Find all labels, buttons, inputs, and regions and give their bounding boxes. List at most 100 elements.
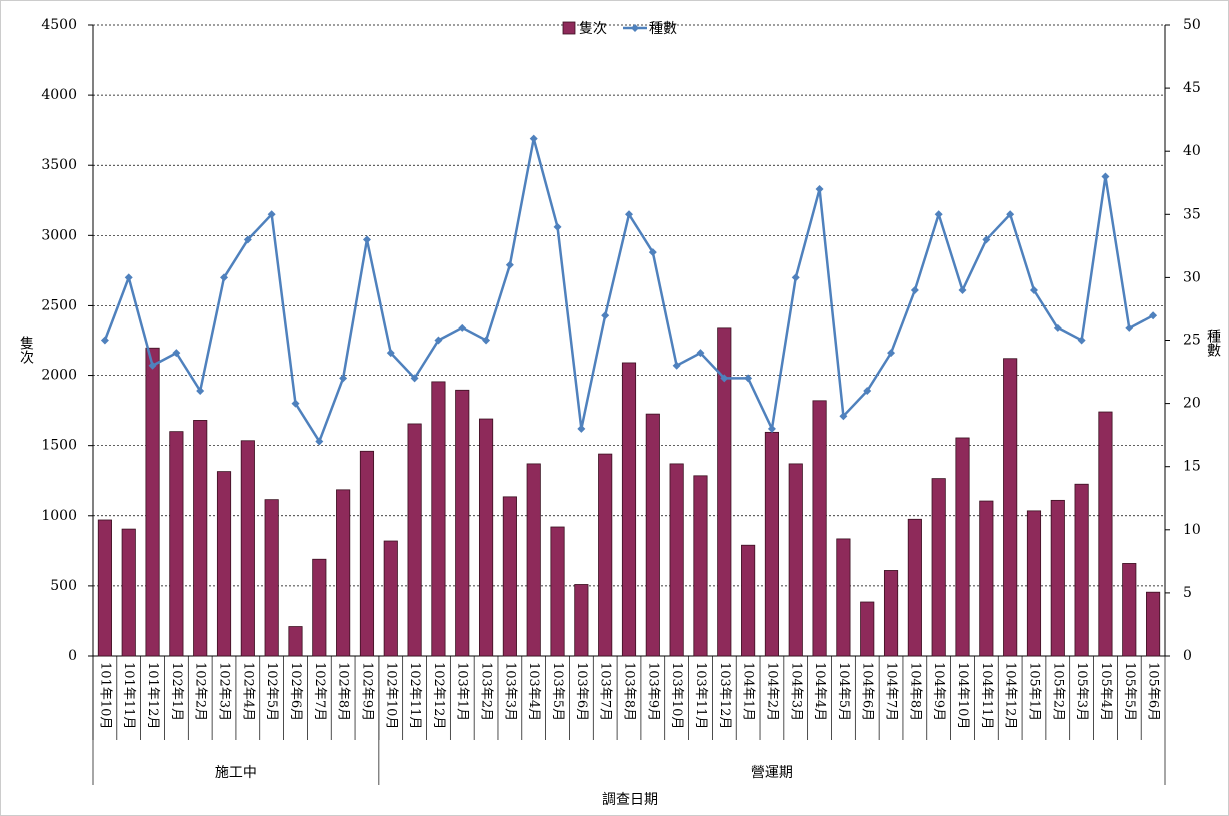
bar <box>478 418 494 657</box>
line-marker <box>720 374 729 383</box>
line-marker <box>791 273 800 282</box>
x-tick-label: 105年3月 <box>1074 662 1089 721</box>
y-tick-label: 2500 <box>41 297 77 313</box>
x-tick-label: 104年9月 <box>931 662 946 721</box>
line-marker <box>577 424 586 433</box>
bar <box>1050 499 1065 657</box>
y2-tick-label: 50 <box>1183 17 1201 33</box>
x-tick-label: 102年7月 <box>312 662 327 721</box>
x-tick-label: 105年2月 <box>1050 662 1065 721</box>
bar <box>1026 510 1042 657</box>
legend-swatch <box>562 21 576 35</box>
line-marker <box>1149 311 1158 320</box>
x-tick-label: 102年8月 <box>336 662 351 721</box>
line-marker <box>1125 323 1134 332</box>
y2-tick-label: 5 <box>1183 585 1192 601</box>
group-label: 施工中 <box>215 765 257 781</box>
y2-tick-label: 0 <box>1183 648 1192 664</box>
line-marker <box>839 412 848 421</box>
bar <box>1003 358 1018 657</box>
legend-label: 隻次 <box>579 21 607 37</box>
bar <box>169 431 184 657</box>
line-marker <box>672 361 681 370</box>
line-marker <box>1006 210 1015 219</box>
x-tick-label: 102年12月 <box>431 662 446 729</box>
bar <box>574 584 589 657</box>
x-tick-label: 104年5月 <box>836 662 851 721</box>
bar <box>955 437 970 657</box>
bar <box>669 463 684 657</box>
x-tick-label: 103年6月 <box>574 662 589 721</box>
x-tick-label: 104年11月 <box>979 662 994 729</box>
x-tick-label: 102年4月 <box>240 662 255 721</box>
y-tick-label: 0 <box>68 648 77 664</box>
line-marker <box>1053 323 1062 332</box>
bar <box>502 496 517 657</box>
bar <box>1074 483 1089 657</box>
bar <box>907 518 922 657</box>
line-marker <box>124 273 133 282</box>
bar <box>883 570 899 657</box>
x-tick-label: 102年2月 <box>193 662 208 721</box>
x-tick-label: 103年5月 <box>550 662 565 721</box>
y-tick-label: 3000 <box>41 227 77 243</box>
y-tick-label: 2000 <box>41 368 77 384</box>
y-tick-label: 3500 <box>41 157 77 173</box>
x-tick-label: 102年1月 <box>169 662 184 721</box>
bar <box>407 423 422 657</box>
bar <box>645 413 660 657</box>
bar <box>1122 563 1137 657</box>
bar <box>288 626 303 657</box>
bar <box>526 463 541 657</box>
y2-tick-label: 35 <box>1183 206 1201 222</box>
bar <box>216 471 232 657</box>
line-marker <box>1077 336 1086 345</box>
x-tick-label: 104年8月 <box>907 662 922 721</box>
x-tick-label: 103年3月 <box>502 662 517 721</box>
bar <box>717 327 732 657</box>
line-marker <box>887 349 896 358</box>
line-marker <box>148 361 157 370</box>
x-tick-label: 103年12月 <box>717 662 732 729</box>
x-tick-label: 103年2月 <box>479 662 494 721</box>
bar <box>550 526 565 657</box>
bar <box>145 347 160 657</box>
line-marker <box>339 374 348 383</box>
line-marker <box>172 349 181 358</box>
line-marker <box>386 349 395 358</box>
x-tick-label: 102年5月 <box>264 662 279 721</box>
bar <box>860 601 875 657</box>
x-tick-label: 105年5月 <box>1122 662 1137 721</box>
legend-label: 種數 <box>649 21 677 37</box>
line-marker <box>529 134 538 143</box>
line-marker <box>767 424 776 433</box>
bar <box>383 540 398 657</box>
y2-tick-label: 40 <box>1183 143 1201 159</box>
bar <box>1098 411 1113 657</box>
line-marker <box>910 286 919 295</box>
line-marker <box>744 374 753 383</box>
line-marker <box>458 323 467 332</box>
y2-tick-label: 45 <box>1183 80 1201 96</box>
bar <box>97 519 112 657</box>
x-tick-label: 102年6月 <box>288 662 303 721</box>
bar <box>693 475 708 657</box>
line-marker <box>220 273 229 282</box>
x-tick-label: 104年6月 <box>860 662 875 721</box>
bar <box>240 440 255 657</box>
bar <box>359 450 375 657</box>
line-marker <box>863 386 872 395</box>
y2-tick-label: 15 <box>1183 459 1201 475</box>
bar <box>455 389 470 657</box>
x-tick-label: 103年10月 <box>669 662 684 729</box>
bar <box>931 478 946 657</box>
y2-tick-label: 10 <box>1183 522 1201 538</box>
line-marker <box>505 260 514 269</box>
x-tick-label: 101年10月 <box>97 662 112 729</box>
bar <box>312 558 327 657</box>
x-tick-label: 104年10月 <box>955 662 970 729</box>
bar <box>193 420 208 657</box>
x-tick-label: 104年2月 <box>764 662 779 721</box>
bar <box>431 381 446 657</box>
y-tick-label: 4500 <box>41 17 77 33</box>
